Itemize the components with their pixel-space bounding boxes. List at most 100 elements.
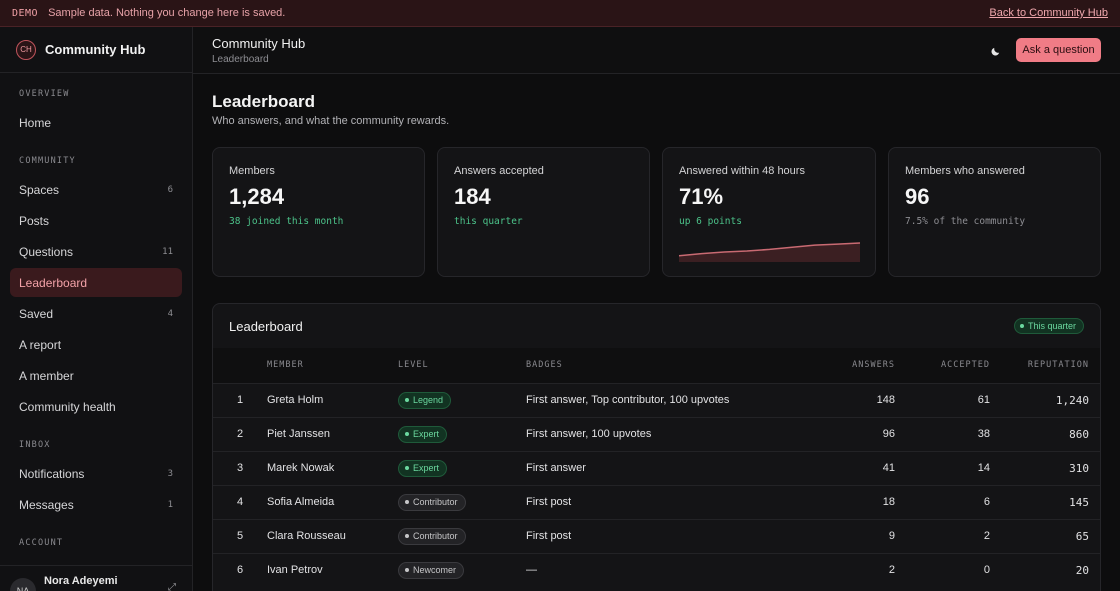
back-to-community-link[interactable]: Back to Community Hub <box>989 7 1108 19</box>
expand-icon[interactable]: ⤢ <box>168 582 176 591</box>
nav-section-overview: OVERVIEW <box>19 89 70 99</box>
table-row[interactable]: 1 Greta Holm Legend First answer, Top contr… <box>213 383 1100 417</box>
answers-cell: 96 <box>882 428 895 440</box>
sparkline-area <box>679 243 860 262</box>
level-badge: Expert <box>398 459 448 477</box>
level-cell: Contributor <box>398 519 526 553</box>
col-accepted[interactable]: ACCEPTED <box>941 360 990 371</box>
sparkline-line <box>679 242 860 257</box>
col-answers[interactable]: ANSWERS <box>852 360 895 371</box>
stat-label: Answered within 48 hours <box>679 165 805 177</box>
level-label: Newcomer <box>413 565 457 576</box>
member-cell[interactable]: Ivan Petrov <box>267 564 323 577</box>
badges-cell: First answer, 100 upvotes <box>526 428 652 440</box>
sidebar-item-label: Community health <box>19 399 116 414</box>
stat-card-answered-48h: Answered within 48 hours 71% up 6 points <box>662 147 876 277</box>
brand[interactable]: CH Community Hub <box>0 27 192 73</box>
col-reputation[interactable]: REPUTATION <box>1027 360 1089 371</box>
rank-cell: 5 <box>236 530 244 542</box>
sidebar-item-label: Saved <box>19 306 54 321</box>
answers-cell: 18 <box>882 496 895 508</box>
level-cell: Expert <box>398 451 526 485</box>
sidebar-item-a-member[interactable]: A member <box>10 361 182 390</box>
table-row[interactable]: 6 Ivan Petrov Newcomer —2 0 20 <box>213 553 1100 587</box>
reputation-cell: 860 <box>1069 427 1089 441</box>
user-name: Nora Adeyemi <box>44 575 118 587</box>
level-cell: Newcomer <box>398 553 526 587</box>
reputation-cell: 1,240 <box>1055 393 1089 407</box>
sidebar-item-count: 6 <box>167 184 173 195</box>
accepted-cell: 61 <box>977 394 990 406</box>
sidebar-item-questions[interactable]: Questions 11 <box>10 237 182 266</box>
sidebar-item-leaderboard[interactable]: Leaderboard <box>10 268 182 297</box>
stat-value: 71% <box>679 184 724 209</box>
leaderboard-table: MEMBER LEVEL BADGES ANSWERS ACCEPTED REP… <box>213 348 1100 587</box>
sidebar-item-messages[interactable]: Messages 1 <box>10 490 182 519</box>
sidebar-item-notifications[interactable]: Notifications 3 <box>10 459 182 488</box>
page-title: Leaderboard <box>212 92 315 111</box>
badges-cell: First post <box>526 530 572 542</box>
accepted-cell: 38 <box>977 428 990 440</box>
reputation-cell: 65 <box>1075 529 1089 543</box>
sidebar-item-home[interactable]: Home <box>10 108 182 137</box>
stat-note: 38 joined this month <box>229 216 344 227</box>
member-cell[interactable]: Clara Rousseau <box>267 530 346 542</box>
answers-cell: 41 <box>882 462 895 474</box>
demo-banner: DEMO Sample data. Nothing you change her… <box>0 0 1120 27</box>
sidebar-item-count: 4 <box>167 308 173 319</box>
stat-label: Members <box>229 165 275 177</box>
moon-icon[interactable] <box>986 42 1004 60</box>
col-member[interactable]: MEMBER <box>267 360 304 371</box>
table-row[interactable]: 3 Marek Nowak Expert First answer 41 14 310 <box>213 451 1100 485</box>
sidebar-item-label: A report <box>19 337 62 352</box>
leaderboard-body: 1 Greta Holm Legend First answer, Top contr… <box>213 383 1100 587</box>
level-badge: Expert <box>398 425 448 443</box>
leaderboard-panel: Leaderboard This quarter MEMBER LEVEL BA… <box>212 303 1101 591</box>
sidebar-item-label: Messages <box>19 497 74 512</box>
table-row[interactable]: 5 Clara Rousseau Contributor First post 9 2 65 <box>213 519 1100 553</box>
level-badge: Newcomer <box>398 561 465 579</box>
badges-cell: First answer <box>526 462 586 474</box>
sidebar-item-community-health[interactable]: Community health <box>10 392 182 421</box>
sidebar-item-a-report[interactable]: A report <box>10 330 182 359</box>
rank-cell: 3 <box>236 462 244 474</box>
member-cell[interactable]: Marek Nowak <box>267 462 335 474</box>
page-subtitle: Who answers, and what the community rewa… <box>212 115 450 127</box>
stat-value: 1,284 <box>229 184 285 209</box>
member-cell[interactable]: Piet Janssen <box>267 428 330 440</box>
stat-card-members: Members 1,284 38 joined this month <box>212 147 425 277</box>
member-cell[interactable]: Sofia Almeida <box>267 496 335 508</box>
reputation-cell: 310 <box>1069 461 1089 475</box>
rank-cell: 2 <box>236 428 244 440</box>
level-cell: Expert <box>398 417 526 451</box>
nav-section-inbox: INBOX <box>19 440 51 450</box>
stat-card-answers-accepted: Answers accepted 184 this quarter <box>437 147 650 277</box>
sidebar-item-count: 11 <box>162 246 173 257</box>
ask-question-button[interactable]: Ask a question <box>1016 38 1101 62</box>
answers-cell: 148 <box>876 394 895 406</box>
sidebar-item-spaces[interactable]: Spaces 6 <box>10 175 182 204</box>
period-badge[interactable]: This quarter <box>1013 318 1084 334</box>
col-level[interactable]: LEVEL <box>398 360 429 371</box>
avatar: NA <box>10 578 36 591</box>
reputation-cell: 20 <box>1075 563 1089 577</box>
col-badges[interactable]: BADGES <box>526 360 563 371</box>
trend-sparkline <box>679 242 860 262</box>
level-cell: Legend <box>398 383 526 417</box>
level-badge: Legend <box>398 391 452 409</box>
level-badge: Contributor <box>398 527 466 545</box>
answers-cell: 9 <box>888 530 895 542</box>
rank-cell: 1 <box>236 394 244 406</box>
sidebar-item-posts[interactable]: Posts <box>10 206 182 235</box>
breadcrumb: Leaderboard <box>212 54 269 65</box>
table-row[interactable]: 4 Sofia Almeida Contributor First post 18 6 14… <box>213 485 1100 519</box>
accepted-cell: 14 <box>977 462 990 474</box>
sidebar-item-saved[interactable]: Saved 4 <box>10 299 182 328</box>
table-row[interactable]: 2 Piet Janssen Expert First answer, 100 upv… <box>213 417 1100 451</box>
member-cell[interactable]: Greta Holm <box>267 394 324 406</box>
accepted-cell: 2 <box>983 530 990 542</box>
sidebar-item-label: Notifications <box>19 466 85 481</box>
user-menu[interactable]: NA Nora Adeyemi ⤢ <box>0 565 192 591</box>
rank-cell: 6 <box>236 564 244 577</box>
stat-note: this quarter <box>454 216 523 227</box>
